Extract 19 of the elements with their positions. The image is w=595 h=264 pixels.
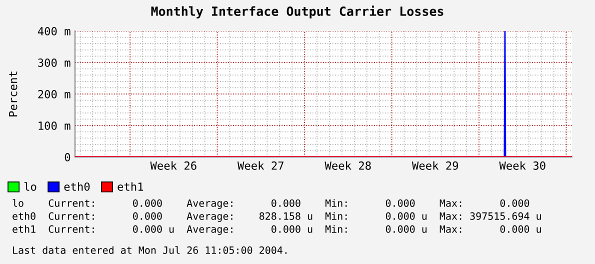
y-tick-label: 200 m — [38, 90, 70, 98]
text: Last data entered at Mon Jul 26 11:05:00 2004. — [13, 246, 287, 254]
text: eth0 Current: 0.000 Average: 828.158 u Min: 0.000 u Max: 397515.694 u — [12, 212, 541, 222]
y-tick-label: 100 m — [38, 122, 70, 130]
y-tick-label: 300 m — [38, 58, 70, 67]
text: eth1 Current: 0.000 u Average: 0.000 u Min: 0.000 u Max: 0.000 u — [12, 225, 541, 235]
x-tick-label: Week 27 — [237, 161, 284, 170]
legend-label: lo — [24, 182, 36, 191]
text: lo Current: 0.000 Average: 0.000 Min: 0.000 Max: 0.000 — [12, 199, 530, 209]
y-tick-label: 400 m — [38, 27, 70, 36]
x-tick-label: Week 29 — [412, 161, 458, 170]
x-tick-label: Week 30 — [499, 161, 546, 170]
legend-label: eth1 — [118, 182, 144, 191]
x-tick-label: Week 26 — [150, 161, 196, 170]
y-axis-title: Percent — [8, 72, 18, 116]
x-tick-label: Week 28 — [324, 161, 371, 170]
y-tick-label: 0 — [64, 153, 70, 162]
chart-title: Monthly Interface Output Carrier Losses — [151, 6, 444, 18]
legend-label: eth0 — [64, 182, 90, 191]
